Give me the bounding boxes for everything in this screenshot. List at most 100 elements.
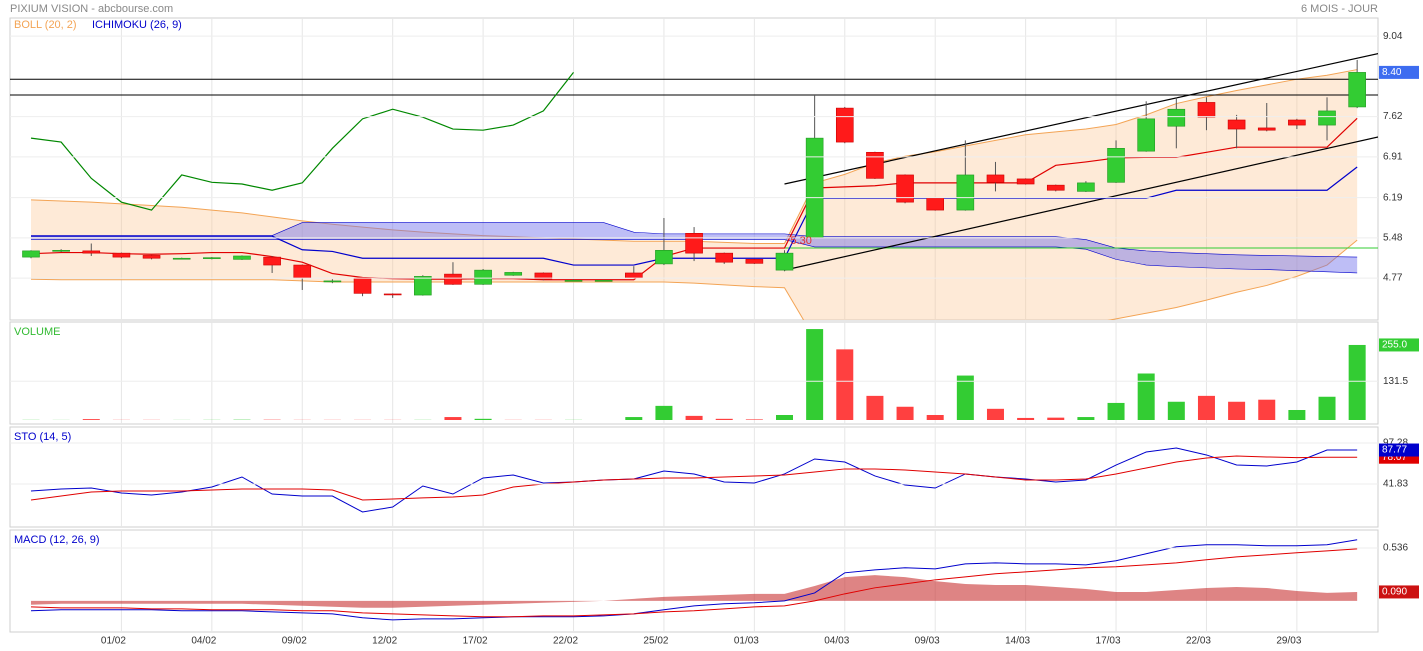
candle-body (82, 250, 101, 254)
last-value-box (1379, 65, 1419, 79)
candle-body (986, 174, 1005, 183)
candle-body (112, 252, 131, 258)
candle-body (835, 107, 854, 143)
bar (806, 329, 824, 420)
last-value-label: 87.77 (1382, 445, 1407, 456)
candle-body (1107, 148, 1125, 183)
indicator-plot (30, 539, 1358, 621)
candle-body (564, 280, 583, 282)
candle-body (926, 197, 945, 211)
x-tick-label: 09/03 (915, 636, 940, 647)
bollinger-lower (30, 239, 1358, 320)
bar (1137, 373, 1155, 420)
candle-body (1077, 182, 1095, 192)
panel-title: VOLUME (14, 326, 60, 338)
bar (776, 414, 793, 420)
price-plot (10, 52, 1378, 320)
last-value-label: 255.0 (1382, 340, 1407, 351)
indicator-plot (30, 447, 1358, 513)
x-tick-label: 12/02 (372, 636, 397, 647)
bar (1017, 417, 1035, 420)
y-tick-label: 131.5 (1383, 376, 1408, 387)
legend-entry: ICHIMOKU (26, 9) (92, 19, 182, 31)
y-tick-label: 41.83 (1383, 479, 1408, 490)
candle-body (353, 277, 372, 294)
candle-body (624, 272, 643, 279)
bar (715, 418, 733, 420)
line (30, 455, 1358, 501)
bar (655, 405, 673, 420)
candle-body (233, 255, 251, 260)
x-tick-label: 14/03 (1005, 636, 1030, 647)
bar (1167, 401, 1185, 420)
x-tick-label: 22/03 (1186, 636, 1211, 647)
candle-body (534, 272, 553, 280)
x-tick-label: 04/02 (191, 636, 216, 647)
candle-body (1318, 110, 1336, 126)
bar (745, 419, 763, 420)
candle-body (1197, 102, 1216, 118)
chart-title: PIXIUM VISION - abcbourse.com (10, 3, 173, 15)
x-tick-label: 29/03 (1276, 636, 1301, 647)
candle-body (896, 174, 914, 203)
candle-body (323, 280, 342, 283)
y-tick-label: 97.28 (1383, 438, 1408, 449)
last-value-label: 78.07 (1382, 452, 1407, 463)
candle-body (866, 151, 884, 179)
candle-body (142, 255, 161, 259)
panel-title: STO (14, 5) (14, 431, 71, 443)
candle-body (444, 273, 462, 285)
line (30, 447, 1358, 513)
x-tick-label: 04/03 (824, 636, 849, 647)
candle-body (1137, 118, 1155, 152)
bar (926, 414, 944, 420)
candle-body (1016, 178, 1035, 185)
x-tick-label: 22/02 (553, 636, 578, 647)
line (30, 548, 1358, 618)
legend-entry: BOLL (20, 2) (14, 19, 77, 31)
bar (1197, 395, 1215, 420)
bar (896, 406, 914, 420)
y-tick-label: 0.536 (1383, 543, 1408, 554)
candle-body (1257, 127, 1276, 131)
panel-title: MACD (12, 26, 9) (14, 534, 100, 546)
ichimoku-line (30, 72, 574, 211)
candle-body (1167, 108, 1186, 127)
y-tick-label: 6.19 (1383, 192, 1403, 203)
x-tick-label: 17/03 (1096, 636, 1121, 647)
bar (986, 408, 1004, 420)
candle-body (172, 257, 191, 260)
candle-body (956, 174, 975, 211)
x-tick-label: 17/02 (463, 636, 488, 647)
last-value-box (1379, 338, 1419, 352)
bar (474, 418, 492, 420)
candle-body (685, 233, 703, 254)
last-value-box (1379, 443, 1419, 457)
candle-body (805, 137, 824, 238)
bar (836, 349, 854, 420)
bar (1107, 402, 1125, 420)
x-tick-label: 09/02 (282, 636, 307, 647)
line-label: 5.30 (791, 235, 812, 247)
bar (866, 395, 884, 420)
ichimoku-cloud (31, 222, 1358, 273)
bollinger-band (31, 69, 1358, 320)
bar (685, 415, 703, 420)
y-tick-label: 6.91 (1383, 151, 1403, 162)
volume-plot (22, 329, 1366, 420)
candle-body (1348, 72, 1366, 108)
y-tick-label: 7.62 (1383, 111, 1403, 122)
candle-body (1227, 119, 1246, 130)
candle-body (1288, 119, 1306, 126)
candle-body (203, 257, 221, 259)
panel-frame (9, 17, 1379, 321)
trend-line (784, 52, 1378, 185)
candle-body (414, 276, 432, 296)
candle-body (474, 269, 492, 285)
x-tick-label: 01/03 (734, 636, 759, 647)
last-value-label: 0.090 (1382, 587, 1407, 598)
last-value-label: 8.40 (1382, 67, 1402, 78)
bar (1228, 401, 1246, 420)
candle-body (715, 252, 734, 263)
